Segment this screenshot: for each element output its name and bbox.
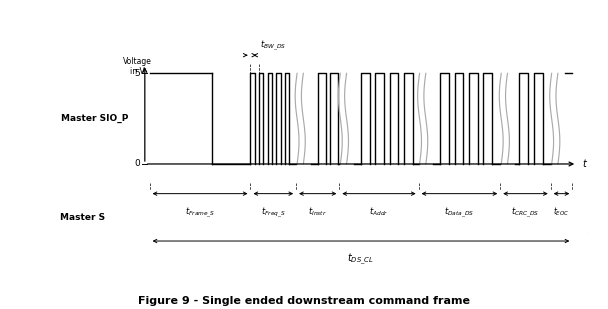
Text: 5: 5 bbox=[134, 193, 140, 202]
Text: $t_{DS\_CL}$: $t_{DS\_CL}$ bbox=[348, 251, 375, 267]
Text: Master SIO_P: Master SIO_P bbox=[61, 114, 128, 123]
Text: t: t bbox=[582, 159, 586, 169]
Text: $t_{CRC\_DS}$: $t_{CRC\_DS}$ bbox=[511, 206, 540, 221]
Text: Voltage
in V: Voltage in V bbox=[123, 191, 152, 210]
Text: Figure 9 - Single ended downstream command frame: Figure 9 - Single ended downstream comma… bbox=[138, 296, 470, 306]
Text: $t_{Data\_DS}$: $t_{Data\_DS}$ bbox=[444, 206, 475, 221]
Text: $t_{Addr}$: $t_{Addr}$ bbox=[369, 206, 389, 218]
Text: $t_{Instr}$: $t_{Instr}$ bbox=[308, 206, 327, 218]
Text: $t_{Frame\_S}$: $t_{Frame\_S}$ bbox=[185, 206, 215, 221]
Text: $t_{EOC}$: $t_{EOC}$ bbox=[553, 206, 570, 218]
Text: 5: 5 bbox=[134, 69, 140, 78]
Text: $t_{Freq\_S}$: $t_{Freq\_S}$ bbox=[261, 206, 286, 221]
Text: Voltage
in V: Voltage in V bbox=[123, 57, 152, 76]
Text: $t_{BW\_DS}$: $t_{BW\_DS}$ bbox=[260, 39, 286, 53]
Text: 0: 0 bbox=[134, 232, 140, 241]
Text: Master SIO_N: Master SIO_N bbox=[60, 213, 128, 222]
Text: t: t bbox=[582, 231, 586, 241]
Text: 0: 0 bbox=[134, 159, 140, 168]
